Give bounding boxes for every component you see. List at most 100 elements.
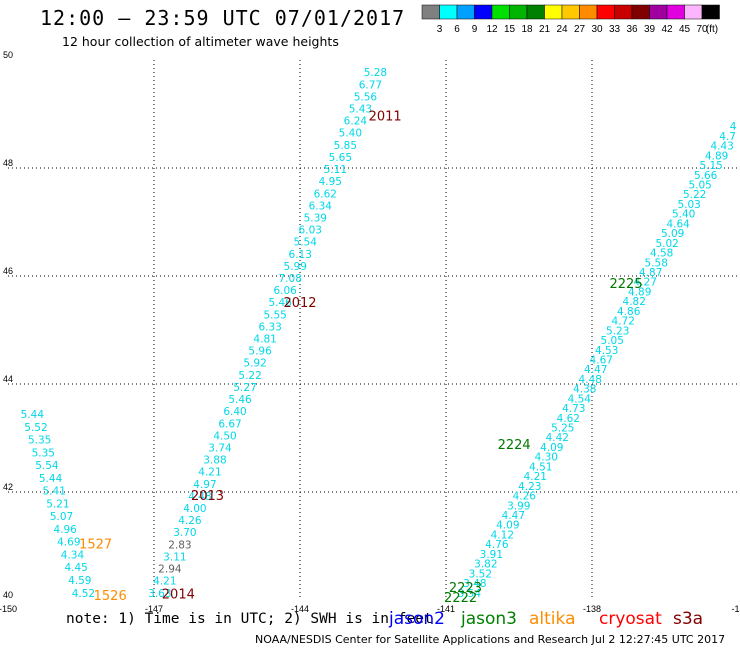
x-tick-label: -13 (731, 604, 740, 614)
wave-height-value: 4 (730, 121, 737, 133)
wave-tracks: 3.634.212.943.112.833.704.264.004.484.97… (21, 67, 737, 600)
satellite-altika: altika (529, 609, 576, 629)
wave-height-value: 5.05 (601, 335, 624, 347)
wave-height-value: 4.48 (579, 374, 602, 386)
pass-label: 2013 (191, 489, 224, 504)
axis-ticks: -150 -147 -144 -141 -138 -13 40 42 44 46 48 50 (0, 50, 740, 614)
wave-height-value: 5.52 (24, 422, 47, 434)
wave-height-value: 5.46 (228, 394, 252, 406)
wave-height-value: 5.05 (688, 180, 711, 192)
y-tick-label: 50 (3, 50, 13, 60)
wave-height-value: 5.28 (364, 67, 387, 79)
wave-height-value: 4.86 (617, 306, 641, 318)
wave-height-value: 4.81 (253, 334, 276, 346)
legend-label: 15 (504, 24, 516, 35)
wave-height-value: 3.11 (163, 551, 186, 563)
satellite-s3a: s3a (673, 609, 704, 629)
wave-height-value: 5.44 (39, 473, 63, 485)
y-tick-label: 40 (3, 590, 13, 600)
wave-height-value: 6.67 (218, 418, 241, 430)
legend-label: 39 (644, 24, 656, 35)
wave-height-value: 3.82 (474, 559, 497, 571)
wave-height-value: 4.21 (524, 471, 547, 483)
wave-height-value: 3.48 (463, 578, 486, 590)
wave-height-value: 4.72 (612, 316, 635, 328)
legend-label: 18 (521, 24, 533, 35)
wave-height-value: 5.96 (248, 346, 272, 358)
y-tick-label: 44 (3, 374, 13, 384)
x-tick-label: -141 (437, 604, 455, 614)
footnote: note: 1) Time is in UTC; 2) SWH is in fe… (66, 611, 433, 627)
wave-height-value: 4.42 (546, 432, 569, 444)
chart-subtitle: 12 hour collection of altimeter wave hei… (62, 34, 339, 49)
pass-label: 2012 (283, 296, 316, 311)
wave-height-value: 5.25 (551, 423, 574, 435)
y-tick-label: 42 (3, 482, 13, 492)
wave-height-value: 5.09 (661, 228, 684, 240)
wave-height-value: 5.41 (43, 486, 66, 498)
wave-height-value: 4.54 (568, 393, 592, 405)
wave-height-value: 4.21 (198, 467, 221, 479)
wave-height-value: 5.46 (268, 297, 292, 309)
wave-height-value: 4.23 (518, 481, 541, 493)
wave-height-value: 6.03 (299, 225, 322, 237)
wave-height-value: 5.43 (349, 104, 372, 116)
legend-label: 12 (486, 24, 498, 35)
wave-height-value: 4.7 (719, 131, 736, 143)
satellite-cryosat: cryosat (599, 609, 662, 629)
wave-height-value: 5.23 (606, 325, 629, 337)
legend-unit: (ft) (706, 24, 718, 35)
legend-label: 45 (679, 24, 691, 35)
wave-height-value: 6.24 (344, 116, 368, 128)
wave-height-value: 3.70 (173, 527, 196, 539)
wave-height-value: 2.94 (158, 564, 182, 576)
wave-height-value: 5.55 (263, 309, 286, 321)
wave-height-value: 3.99 (507, 500, 530, 512)
wave-height-value: 5.03 (677, 199, 700, 211)
wave-height-value: 5.02 (655, 238, 678, 250)
wave-height-value: 4.95 (319, 176, 342, 188)
wave-height-value: 5.07 (50, 511, 73, 523)
wave-height-value: 5.58 (645, 257, 668, 269)
pass-label: 1527 (79, 538, 112, 553)
wave-height-value: 5.35 (28, 435, 51, 447)
legend-label: 42 (661, 24, 673, 35)
pass-label: 2014 (162, 587, 195, 602)
wave-height-value: 4.96 (53, 524, 77, 536)
wave-height-value: 4.27 (634, 277, 657, 289)
wave-height-value: 5.54 (294, 237, 318, 249)
wave-height-value: 5.22 (238, 370, 261, 382)
legend-swatch (701, 4, 720, 20)
wave-height-value: 4.26 (513, 491, 537, 503)
wave-height-value: 6.33 (258, 321, 281, 333)
wave-height-value: 4.62 (557, 413, 580, 425)
x-tick-label: -144 (291, 604, 309, 614)
wave-height-value: 4.51 (529, 461, 552, 473)
wave-height-value: 4.67 (590, 354, 613, 366)
pass-label: 1526 (94, 589, 127, 604)
pass-label: 2225 (610, 277, 643, 292)
legend-label: 24 (556, 24, 568, 35)
wave-height-value: 5.54 (35, 460, 59, 472)
wave-height-value: 6.62 (314, 188, 337, 200)
legend-label: 3 (437, 24, 443, 35)
wave-height-value: 3.88 (203, 455, 226, 467)
wave-height-value: 4.30 (535, 452, 558, 464)
wave-height-value: 5.11 (324, 164, 347, 176)
wave-height-value: 5.35 (32, 447, 55, 459)
grid (8, 60, 738, 600)
legend-label: 30 (591, 24, 603, 35)
legend-label: 33 (609, 24, 621, 35)
wave-height-value: 5.99 (284, 261, 307, 273)
wave-height-value: 4.89 (705, 150, 728, 162)
pass-label: 2222 (444, 591, 477, 606)
satellite-jason3: jason3 (461, 609, 517, 629)
wave-height-value: 4.45 (64, 562, 87, 574)
wave-height-value: 5.40 (339, 128, 362, 140)
wave-height-value: 5.66 (694, 170, 718, 182)
wave-height-value: 3.63 (148, 588, 171, 600)
wave-height-value: 3.54 (458, 588, 482, 600)
wave-height-value: 4.59 (68, 575, 91, 587)
pass-label: 2223 (449, 581, 482, 596)
